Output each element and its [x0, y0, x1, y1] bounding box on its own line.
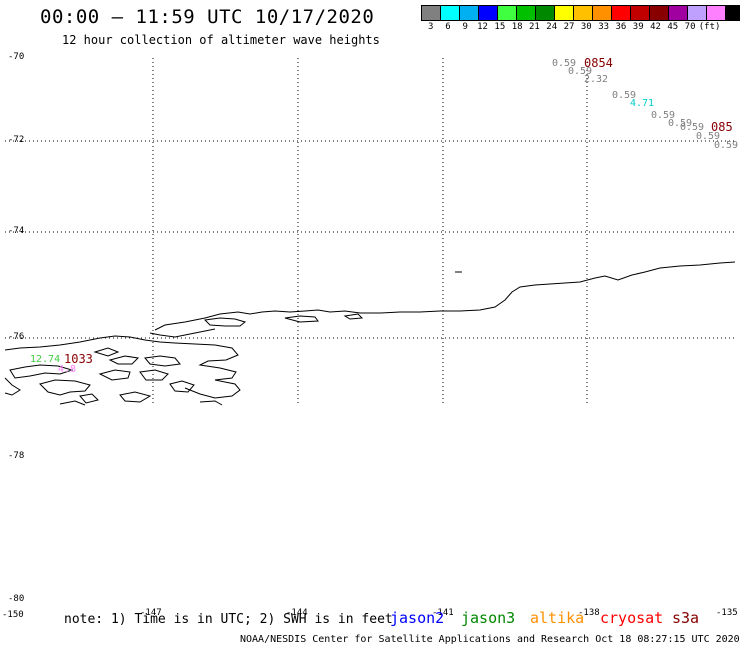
lon-label-5: -138 — [578, 608, 600, 618]
color-scale-label: 33 — [598, 22, 610, 32]
lon-label-4: -141 — [432, 608, 454, 618]
swh-value: 4.8 — [58, 364, 77, 375]
color-scale-label: 24 — [546, 22, 558, 32]
lat-label-2: -72 — [8, 135, 25, 145]
map-subtitle: 12 hour collection of altimeter wave hei… — [62, 33, 380, 47]
legend-cryosat: cryosat — [600, 609, 664, 627]
swh-value: 12.74 — [30, 354, 61, 365]
legend-s3a: s3a — [672, 609, 700, 627]
legend-altika: altika — [530, 609, 585, 627]
footer-note: note: 1) Time is in UTC; 2) SWH is in fe… — [64, 612, 393, 627]
swh-value: 4.71 — [630, 98, 655, 109]
track-time-label: 1033 — [64, 352, 93, 366]
swh-value: 0.59 — [696, 131, 721, 142]
lon-label-6: -135 — [716, 608, 738, 618]
color-scale-label: 45 — [667, 22, 679, 32]
swh-value: 0.59 — [552, 58, 577, 69]
color-scale-label: 21 — [529, 22, 540, 32]
color-scale-label: 18 — [511, 22, 523, 32]
color-scale-labels: 3 6 9 12 15 18 21 24 27 30 33 36 39 42 45 70 (ft) — [422, 22, 721, 32]
lat-label-5: -78 — [8, 451, 25, 461]
swh-value: 0.59 — [668, 118, 693, 129]
color-scale-bar — [421, 5, 740, 21]
lon-label-2: -147 — [140, 608, 162, 618]
swh-value: 0.59 — [714, 140, 739, 151]
legend-jason2: jason2 — [390, 609, 445, 627]
color-scale-label: 30 — [580, 22, 592, 32]
swh-value: 0.59 — [568, 66, 593, 77]
color-scale-label: 42 — [650, 22, 661, 32]
color-scale-label: 27 — [563, 22, 575, 32]
lat-label-4: -76 — [8, 332, 25, 342]
lat-label-3: -74 — [8, 226, 25, 236]
lat-label-1: -70 — [8, 52, 25, 62]
color-scale-label: 15 — [494, 22, 506, 32]
color-scale-label: (ft) — [698, 22, 721, 32]
credit-line: NOAA/NESDIS Center for Satellite Applica… — [240, 634, 740, 645]
map-title: 00:00 – 11:59 UTC 10/17/2020 — [40, 6, 375, 28]
swh-value: 0.59 — [612, 90, 637, 101]
color-scale-label: 39 — [632, 22, 644, 32]
track-time-label: 085 — [711, 120, 733, 134]
color-swatch — [725, 5, 740, 21]
swh-value: 0.59 — [651, 110, 676, 121]
color-scale-label: 3 — [427, 22, 434, 32]
track-time-label: 0854 — [584, 56, 613, 70]
lon-label-3: -144 — [286, 608, 308, 618]
color-scale-label: 36 — [615, 22, 627, 32]
color-scale-label: 12 — [477, 22, 488, 32]
lon-label-1: -150 — [2, 610, 24, 620]
color-scale-label: 9 — [462, 22, 468, 32]
lat-label-6: -80 — [8, 594, 25, 604]
legend-jason3: jason3 — [461, 609, 516, 627]
color-scale-label: 70 — [684, 22, 696, 32]
lat-lon-grid — [5, 58, 735, 405]
swh-value: 2.32 — [584, 74, 609, 85]
swh-value: 0.59 — [680, 122, 705, 133]
color-scale-label: 6 — [445, 22, 451, 32]
coastline — [4, 261, 736, 406]
